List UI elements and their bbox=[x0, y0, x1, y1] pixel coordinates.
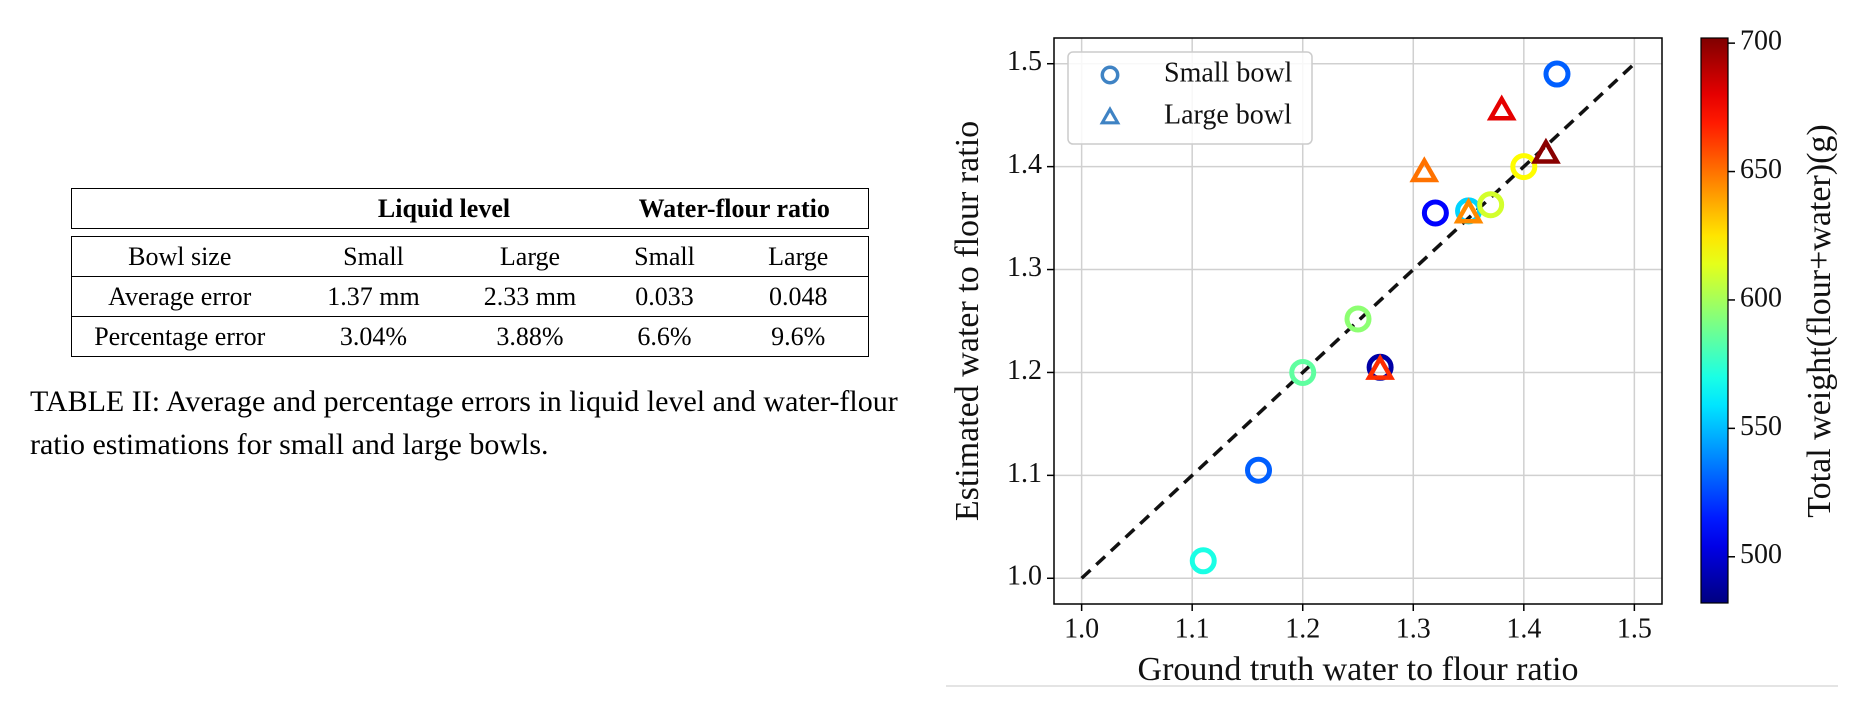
x-axis-label: Ground truth water to flour ratio bbox=[1138, 651, 1579, 688]
table-row: Bowl size Small Large Small Large bbox=[72, 237, 869, 277]
x-tick-label: 1.1 bbox=[1175, 613, 1210, 644]
table-cell: 3.04% bbox=[287, 316, 460, 357]
plot-frame bbox=[1053, 37, 1663, 605]
table-cell: 6.6% bbox=[600, 316, 729, 357]
y-tick-label: 1.3 bbox=[1007, 252, 1042, 283]
data-point bbox=[1409, 156, 1440, 183]
colorbar-label: Total weight(flour+water)(g) bbox=[1801, 124, 1838, 517]
table-row: Average error 1.37 mm 2.33 mm 0.033 0.048 bbox=[71, 276, 869, 317]
table-cell: Large bbox=[499, 241, 561, 271]
data-point bbox=[1531, 137, 1561, 164]
table-cell: 1.37 mm bbox=[287, 276, 460, 317]
table-cell: 0.033 bbox=[600, 276, 729, 317]
table-cell: Large bbox=[768, 241, 829, 271]
x-tick-label: 1.4 bbox=[1506, 613, 1541, 644]
data-point bbox=[1477, 191, 1505, 219]
table-body: Bowl size Small Large Small Large Average err… bbox=[71, 236, 869, 357]
table-cell: 0.048 bbox=[728, 276, 869, 317]
data-point bbox=[1189, 547, 1217, 575]
data-point bbox=[1510, 153, 1538, 181]
legend-marker bbox=[1099, 106, 1121, 125]
legend-box bbox=[1067, 51, 1313, 145]
table-cell: 3.88% bbox=[459, 316, 601, 357]
y-axis-label: Estimated water to flour ratio bbox=[949, 121, 986, 521]
table-header: Liquid level Water-flour ratio bbox=[71, 188, 869, 229]
data-point bbox=[1289, 358, 1317, 386]
colorbar-tick-label: 550 bbox=[1740, 411, 1782, 442]
x-tick-label: 1.2 bbox=[1285, 613, 1320, 644]
colorbar-tick-label: 700 bbox=[1740, 26, 1782, 57]
x-tick-label: 1.0 bbox=[1064, 613, 1099, 644]
y-tick-label: 1.4 bbox=[1007, 149, 1042, 180]
legend-marker bbox=[1100, 65, 1120, 85]
colorbar bbox=[1700, 37, 1729, 604]
data-point bbox=[1344, 305, 1372, 333]
legend-label: Small bowl bbox=[1164, 57, 1293, 88]
table-row: Percentage error 3.04% 3.88% 6.6% 9.6% bbox=[71, 316, 869, 357]
table-cell: Percentage error bbox=[71, 316, 288, 357]
caption: TABLE II: Average and percentage errors … bbox=[30, 385, 898, 461]
colorbar-tick-label: 500 bbox=[1740, 539, 1782, 570]
colorbar-tick-label: 650 bbox=[1740, 154, 1782, 185]
data-point bbox=[1421, 199, 1449, 227]
table-cell: Small bbox=[634, 241, 695, 271]
table-cell: 9.6% bbox=[728, 316, 869, 357]
group-header: Water-flour ratio bbox=[638, 193, 830, 223]
y-tick-label: 1.2 bbox=[1007, 355, 1042, 386]
data-point bbox=[1486, 94, 1517, 121]
table-cell: 2.33 mm bbox=[459, 276, 601, 317]
colorbar-tick-label: 600 bbox=[1740, 282, 1782, 313]
table-cell: Bowl size bbox=[128, 241, 232, 271]
table-cell: Small bbox=[343, 241, 404, 271]
group-header: Liquid level bbox=[377, 193, 511, 223]
y-tick-label: 1.1 bbox=[1007, 458, 1042, 489]
data-point bbox=[1365, 353, 1395, 380]
table-cell: Average error bbox=[71, 276, 288, 317]
x-tick-label: 1.5 bbox=[1617, 613, 1652, 644]
data-point bbox=[1543, 60, 1571, 88]
y-tick-label: 1.5 bbox=[1007, 46, 1042, 77]
x-tick-label: 1.3 bbox=[1396, 613, 1431, 644]
data-point bbox=[1453, 197, 1484, 224]
legend-label: Large bowl bbox=[1164, 99, 1292, 130]
data-point bbox=[1245, 456, 1273, 484]
y-tick-label: 1.0 bbox=[1007, 561, 1042, 592]
